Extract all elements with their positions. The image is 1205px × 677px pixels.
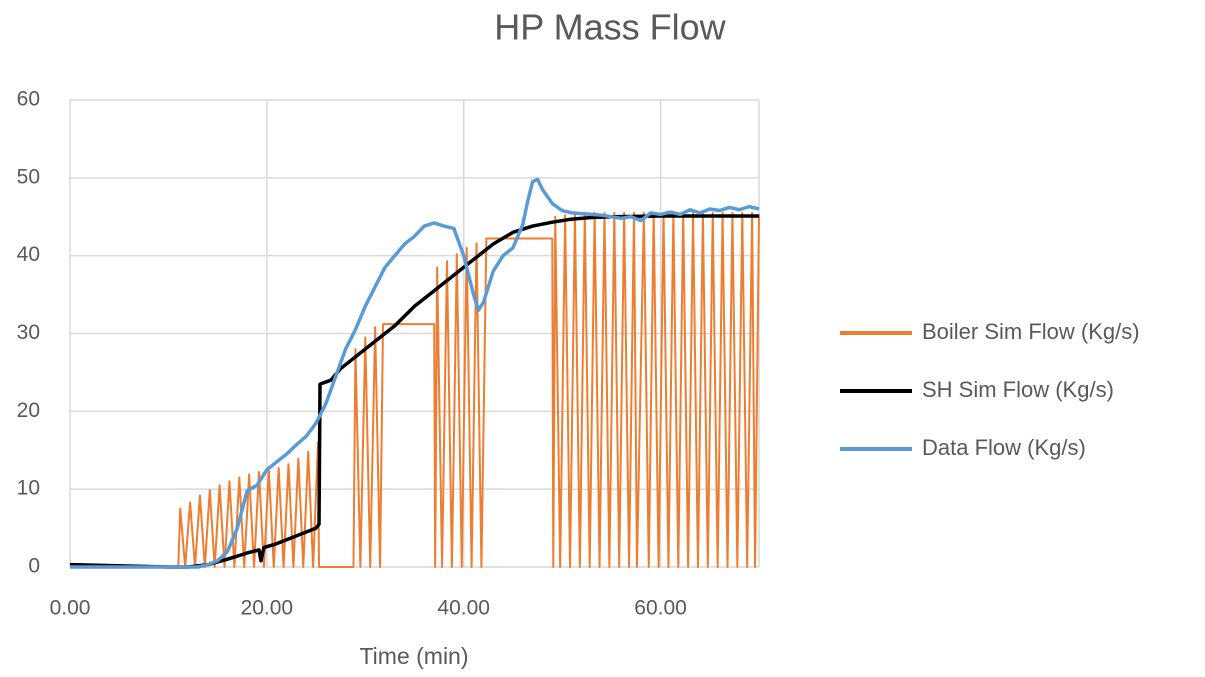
x-tick-label: 20.00 (241, 597, 294, 620)
legend-label: Boiler Sim Flow (Kg/s) (922, 319, 1140, 344)
x-axis-label: Time (min) (359, 643, 468, 669)
y-tick-label: 0 (28, 555, 40, 578)
y-tick-label: 10 (17, 477, 40, 500)
series-line (70, 211, 760, 568)
legend-label: Data Flow (Kg/s) (922, 435, 1086, 460)
x-tick-label: 0.00 (50, 597, 91, 620)
x-tick-label: 60.00 (634, 597, 687, 620)
chart-title: HP Mass Flow (494, 7, 726, 48)
x-tick-label: 40.00 (437, 597, 490, 620)
y-tick-label: 50 (17, 165, 40, 188)
y-tick-label: 30 (17, 321, 40, 344)
series-line (69, 214, 759, 569)
y-tick-label: 40 (17, 243, 40, 266)
series-line (70, 177, 760, 569)
y-tick-label: 20 (17, 399, 40, 422)
legend-label: SH Sim Flow (Kg/s) (922, 377, 1114, 402)
y-tick-label: 60 (17, 88, 40, 111)
